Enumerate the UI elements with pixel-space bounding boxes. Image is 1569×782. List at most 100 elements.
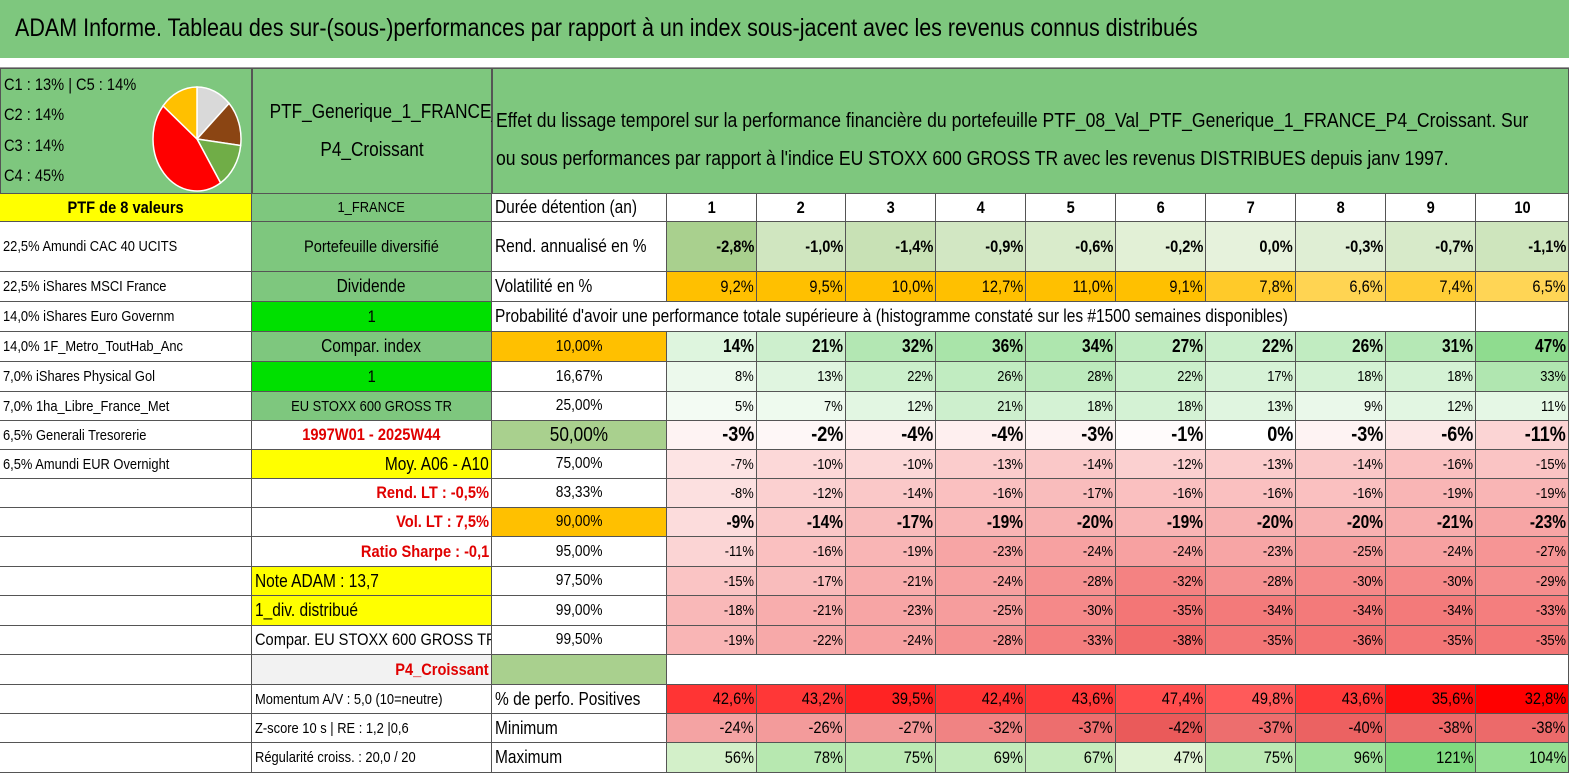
probability-value: -19% <box>667 626 757 655</box>
probability-value: 47% <box>1476 332 1569 362</box>
probability-value-text: -3% <box>721 423 754 446</box>
return-label: Rend. annualisé en % <box>492 222 667 272</box>
year-header: 9 <box>1386 194 1476 222</box>
probability-value-text: -2% <box>810 423 843 446</box>
probability-value: 17% <box>1206 362 1296 392</box>
minimum-value: -42% <box>1116 714 1206 743</box>
threshold-label-text: 95,00% <box>555 542 603 560</box>
probability-value-text: -16% <box>992 484 1023 502</box>
probability-value-text: -8% <box>731 484 754 502</box>
probability-value-text: 26% <box>1352 336 1383 356</box>
positive-share-value-text: 49,8% <box>1251 689 1293 708</box>
probability-value-text: 12% <box>907 397 933 415</box>
minimum-value-text: -37% <box>1258 718 1293 737</box>
probability-value: -21% <box>757 596 846 626</box>
year-header-text: 8 <box>1336 197 1345 217</box>
parameter-cell-text: Momentum A/V : 5,0 (10=neutre) <box>255 690 443 708</box>
probability-value-text: -14% <box>1352 455 1383 473</box>
probability-value-text: -17% <box>896 511 933 532</box>
annual-return-value: -1,1% <box>1476 222 1569 272</box>
parameter-cell-text: 1 <box>367 306 376 326</box>
probability-value: 34% <box>1026 332 1116 362</box>
probability-value-text: -24% <box>1082 543 1113 560</box>
parameter-cell-text: 1 <box>367 366 376 386</box>
return-label-text: Rend. annualisé en % <box>495 236 647 256</box>
parameter-cell: Ratio Sharpe : -0,1 <box>252 537 492 567</box>
probability-value-text: 34% <box>1082 336 1113 356</box>
probability-value-text: 33% <box>1540 368 1566 385</box>
probability-value-text: -20% <box>1256 511 1293 532</box>
description-cell: Effet du lissage temporel sur la perform… <box>492 68 1569 194</box>
probability-value-text: -28% <box>992 631 1023 649</box>
probability-value-text: -12% <box>812 484 843 502</box>
annual-return-value-text: -0,2% <box>1164 236 1203 256</box>
positive-share-value: 49,8% <box>1206 685 1296 714</box>
probability-value: 18% <box>1026 392 1116 421</box>
volatility-value: 6,5% <box>1476 272 1569 302</box>
probability-value-text: -6% <box>1440 423 1473 446</box>
annual-return-value-text: -0,9% <box>984 236 1023 256</box>
probability-value-text: -21% <box>902 572 933 590</box>
positive-share-value-text: 42,6% <box>712 689 754 708</box>
probability-value: -19% <box>1386 479 1476 508</box>
probability-value-text: 18% <box>1447 368 1473 385</box>
probability-value: -20% <box>1296 508 1386 537</box>
volatility-label: Volatilité en % <box>492 272 667 302</box>
legend-line: C2 : 14% <box>4 105 65 124</box>
annual-return-value-text: -1,0% <box>804 236 843 256</box>
parameter-cell: Vol. LT : 7,5% <box>252 508 492 537</box>
maximum-value: 67% <box>1026 743 1116 773</box>
probability-value: 0% <box>1206 421 1296 450</box>
probability-value: -19% <box>1476 479 1569 508</box>
probability-value: -29% <box>1476 567 1569 596</box>
minimum-value-text: -40% <box>1348 718 1383 737</box>
maximum-value-text: 96% <box>1353 747 1383 767</box>
parameter-cell-text: 1_FRANCE <box>337 199 406 216</box>
year-header: 4 <box>936 194 1026 222</box>
annual-return-value: -0,6% <box>1026 222 1116 272</box>
probability-value-text: -36% <box>1352 631 1383 649</box>
empty-cell <box>0 743 252 773</box>
holding-item-text: 7,0% iShares Physical Gol <box>3 368 156 385</box>
parameter-cell-text: Note ADAM : 13,7 <box>255 570 379 591</box>
maximum-value: 104% <box>1476 743 1569 773</box>
empty-cell <box>0 537 252 567</box>
year-header-text: 2 <box>796 197 806 217</box>
holding-item-text: 14,0% iShares Euro Governm <box>3 308 175 325</box>
probability-value: -34% <box>1206 596 1296 626</box>
probability-value: -17% <box>846 508 936 537</box>
minimum-value-text: -27% <box>898 718 933 737</box>
minimum-label: Minimum <box>492 714 667 743</box>
empty-cell <box>0 567 252 596</box>
maximum-value: 75% <box>846 743 936 773</box>
maximum-label: Maximum <box>492 743 667 773</box>
probability-value: -20% <box>1206 508 1296 537</box>
holding-item-text: 6,5% Generali Tresorerie <box>3 426 147 444</box>
parameter-cell: 1 <box>252 302 492 332</box>
probability-value: -4% <box>936 421 1026 450</box>
probability-value: -6% <box>1386 421 1476 450</box>
probability-value-text: -19% <box>1442 484 1473 502</box>
maximum-value: 47% <box>1116 743 1206 773</box>
legend-line: C3 : 14% <box>4 136 65 155</box>
probability-value-text: 32% <box>902 336 933 356</box>
probability-value-text: 11% <box>1541 397 1566 415</box>
probability-value: 22% <box>846 362 936 392</box>
probability-value-text: 18% <box>1177 397 1203 415</box>
probability-value: 5% <box>667 392 757 421</box>
annual-return-value-text: -1,1% <box>1527 236 1566 256</box>
empty-cell <box>0 714 252 743</box>
probability-value-text: -32% <box>1172 572 1203 590</box>
minimum-value-text: -42% <box>1168 718 1203 737</box>
probability-value: 14% <box>667 332 757 362</box>
probability-value-text: -35% <box>1442 631 1473 649</box>
minimum-value-text: -38% <box>1438 718 1473 737</box>
threshold-label: 99,00% <box>492 596 667 626</box>
probability-value: -16% <box>1386 450 1476 479</box>
probability-value: -24% <box>936 567 1026 596</box>
holding-item-text: 14,0% 1F_Metro_ToutHab_Anc <box>3 338 183 355</box>
parameter-cell: EU STOXX 600 GROSS TR <box>252 392 492 421</box>
year-header-text: 3 <box>886 197 895 217</box>
probability-value: -35% <box>1206 626 1296 655</box>
maximum-value-text: 104% <box>1528 747 1566 767</box>
